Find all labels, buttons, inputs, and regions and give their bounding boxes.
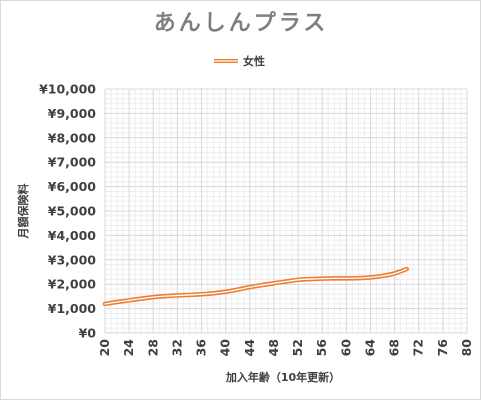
y-tick-label: ¥0 bbox=[79, 326, 97, 341]
x-tick-label: 36 bbox=[194, 339, 209, 357]
chart-title: あんしんプラス bbox=[154, 11, 329, 36]
x-tick-label: 28 bbox=[145, 339, 160, 356]
x-tick-label: 24 bbox=[121, 339, 136, 357]
legend: 女性 bbox=[214, 54, 265, 68]
y-tick-label: ¥1,000 bbox=[48, 301, 97, 316]
series-line-female-highlight bbox=[104, 268, 408, 305]
y-tick-label: ¥9,000 bbox=[48, 106, 97, 121]
y-tick-label: ¥5,000 bbox=[48, 204, 97, 219]
x-tick-label: 68 bbox=[387, 339, 402, 356]
x-tick-label: 60 bbox=[338, 339, 353, 357]
x-tick-label: 52 bbox=[290, 339, 305, 356]
x-tick-label: 44 bbox=[242, 339, 257, 357]
y-axis-ticks: ¥0 ¥1,000 ¥2,000 ¥3,000 ¥4,000 ¥5,000 ¥6,000 ¥7… bbox=[39, 82, 96, 341]
x-axis-ticks: 20 24 28 32 36 40 44 48 52 56 60 64 68 72 76 80 bbox=[97, 339, 474, 357]
x-tick-label: 80 bbox=[459, 339, 474, 357]
y-tick-label: ¥6,000 bbox=[48, 179, 97, 194]
y-tick-label: ¥7,000 bbox=[48, 155, 97, 170]
x-tick-label: 76 bbox=[435, 339, 450, 357]
legend-label-female: 女性 bbox=[243, 54, 265, 68]
y-tick-label: ¥10,000 bbox=[39, 82, 96, 97]
x-tick-label: 20 bbox=[97, 339, 112, 357]
series-layer bbox=[102, 266, 409, 307]
y-tick-label: ¥2,000 bbox=[48, 277, 97, 292]
x-tick-label: 64 bbox=[362, 339, 377, 357]
x-tick-label: 48 bbox=[266, 339, 281, 356]
x-tick-label: 72 bbox=[411, 339, 426, 356]
y-tick-label: ¥3,000 bbox=[48, 252, 97, 267]
x-tick-label: 32 bbox=[169, 339, 184, 356]
y-axis-label: 月額保険料 bbox=[16, 184, 30, 240]
x-axis-label: 加入年齢（10年更新） bbox=[225, 370, 340, 384]
y-tick-label: ¥4,000 bbox=[48, 228, 97, 243]
x-tick-label: 56 bbox=[314, 339, 329, 357]
x-tick-label: 40 bbox=[218, 339, 233, 357]
y-tick-label: ¥8,000 bbox=[48, 130, 97, 145]
